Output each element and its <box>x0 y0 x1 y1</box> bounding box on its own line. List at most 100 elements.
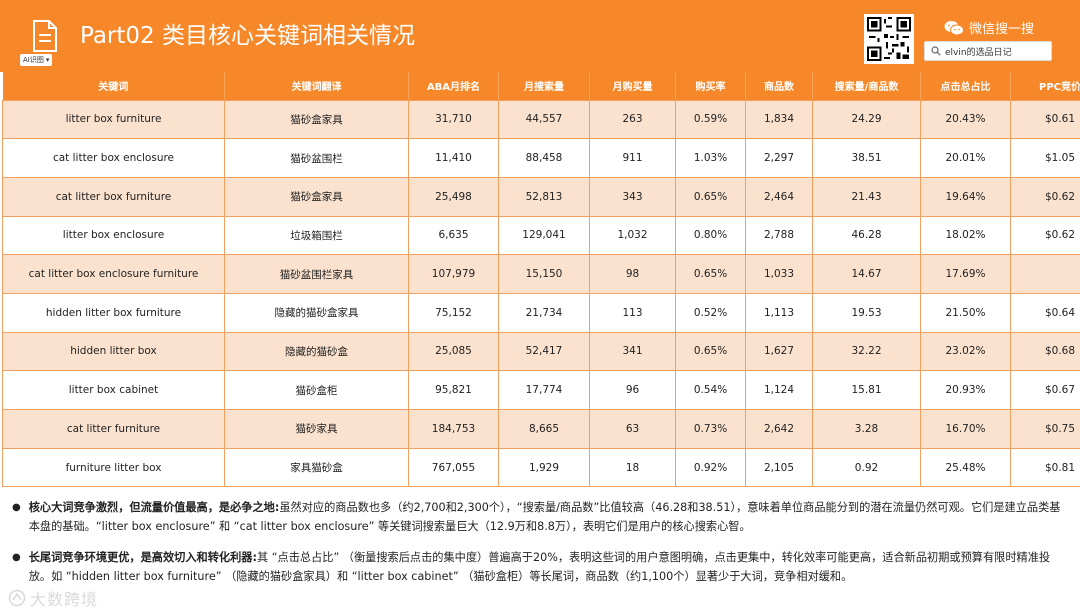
monthly-purchase-cell: 18 <box>589 447 676 488</box>
search-per-product-cell: 19.53 <box>812 292 921 333</box>
click-share-cell: 16.70% <box>920 409 1011 449</box>
monthly-purchase-cell: 96 <box>589 370 676 410</box>
ppc-bid-cell: $0.64 <box>1010 292 1080 333</box>
analysis-notes: ● 核心大词竞争激烈，但流量价值最高，是必争之地:虽然对应的商品数也多（约2,7… <box>12 498 1068 598</box>
watermark-text: 大数跨境 <box>30 590 99 609</box>
click-share-cell: 23.02% <box>920 331 1011 372</box>
monthly-purchase-cell: 98 <box>589 254 676 294</box>
purchase-rate-cell: 0.73% <box>675 409 746 449</box>
keyword-cell: cat litter box enclosure furniture <box>2 254 225 294</box>
keyword-cell: litter box cabinet <box>2 370 225 410</box>
note-heading: 核心大词竞争激烈，但流量价值最高，是必争之地: <box>28 501 280 514</box>
ppc-bid-cell: $0.62 <box>1010 215 1080 256</box>
click-share-cell: 20.93% <box>920 370 1011 410</box>
search-per-product-cell: 21.43 <box>812 176 921 217</box>
column-header: 点击总占比 <box>920 72 1011 100</box>
column-header: 搜索量/商品数 <box>812 72 921 100</box>
column-header: 商品数 <box>745 72 813 100</box>
monthly-search-cell: 21,734 <box>498 292 590 333</box>
bullet-icon: ● <box>12 552 21 563</box>
product-count-cell: 2,464 <box>745 176 813 217</box>
click-share-cell: 20.01% <box>920 138 1011 178</box>
search-input-value: elvin的选品日记 <box>945 47 1012 58</box>
table-row: cat litter box enclosure furniture 猫砂盆围栏家… <box>2 254 1080 294</box>
product-count-cell: 1,113 <box>745 292 813 333</box>
monthly-search-cell: 1,929 <box>498 447 590 488</box>
search-per-product-cell: 14.67 <box>812 254 921 294</box>
monthly-search-cell: 88,458 <box>498 138 590 178</box>
table-row: litter box enclosure 垃圾箱围栏 6,635 129,041 1,0… <box>2 215 1080 256</box>
translation-cell: 隐藏的猫砂盒 <box>224 331 409 372</box>
table-row: litter box furniture 猫砂盒家具 31,710 44,557 263… <box>2 99 1080 140</box>
monthly-search-cell: 17,774 <box>498 370 590 410</box>
ppc-bid-cell: $0.68 <box>1010 331 1080 372</box>
translation-cell: 家具猫砂盒 <box>224 447 409 488</box>
aba-rank-cell: 25,085 <box>408 331 499 372</box>
column-header: PPC竞价 <box>1010 72 1080 100</box>
note-body: 其 “点击总占比” （衡量搜索后点击的集中度）普遍高于20%，表明这些词的用户意… <box>28 551 1051 583</box>
translation-cell: 猫砂盒柜 <box>224 370 409 410</box>
note-body: 虽然对应的商品数也多（约2,700和2,300个），“搜索量/商品数”比值较高（… <box>28 501 1061 533</box>
keyword-cell: cat litter box furniture <box>2 176 225 217</box>
keyword-cell: furniture litter box <box>2 447 225 488</box>
note-heading: 长尾词竞争环境更优，是高效切入和转化利器: <box>28 551 257 564</box>
monthly-purchase-cell: 341 <box>589 331 676 372</box>
search-per-product-cell: 32.22 <box>812 331 921 372</box>
table-row: litter box cabinet 猫砂盒柜 95,821 17,774 96 0.54… <box>2 370 1080 410</box>
product-count-cell: 1,834 <box>745 99 813 140</box>
monthly-search-cell: 8,665 <box>498 409 590 449</box>
ppc-bid-cell: $0.75 <box>1010 409 1080 449</box>
aba-rank-cell: 25,498 <box>408 176 499 217</box>
click-share-cell: 25.48% <box>920 447 1011 488</box>
monthly-purchase-cell: 343 <box>589 176 676 217</box>
ppc-bid-cell: $0.62 <box>1010 176 1080 217</box>
translation-cell: 猫砂盆围栏家具 <box>224 254 409 294</box>
translation-cell: 隐藏的猫砂盒家具 <box>224 292 409 333</box>
chevron-down-icon: ▾ <box>45 56 50 64</box>
ppc-bid-cell: $0.67 <box>1010 370 1080 410</box>
purchase-rate-cell: 0.92% <box>675 447 746 488</box>
keyword-table: 关键词 关键词翻译 ABA月排名 月搜索量 月购买量 购买率 商品数 搜索量/商… <box>2 72 1080 488</box>
monthly-purchase-cell: 63 <box>589 409 676 449</box>
aba-rank-cell: 95,821 <box>408 370 499 410</box>
search-input[interactable]: elvin的选品日记 <box>924 41 1052 61</box>
search-per-product-cell: 3.28 <box>812 409 921 449</box>
note-text: 长尾词竞争环境更优，是高效切入和转化利器:其 “点击总占比” （衡量搜索后点击的… <box>29 548 1068 586</box>
purchase-rate-cell: 0.65% <box>675 176 746 217</box>
monthly-purchase-cell: 263 <box>589 99 676 140</box>
aba-rank-cell: 184,753 <box>408 409 499 449</box>
column-header: 关键词 <box>2 72 225 100</box>
purchase-rate-cell: 0.65% <box>675 254 746 294</box>
ppc-bid-cell: $0.81 <box>1010 447 1080 488</box>
purchase-rate-cell: 0.59% <box>675 99 746 140</box>
keyword-cell: cat litter box enclosure <box>2 138 225 178</box>
translation-cell: 垃圾箱围栏 <box>224 215 409 256</box>
watermark: 大数跨境 <box>8 586 98 610</box>
table-row: furniture litter box 家具猫砂盒 767,055 1,929 18 0… <box>2 447 1080 488</box>
aba-rank-cell: 107,979 <box>408 254 499 294</box>
ai-recognize-chip[interactable]: AI识图 ▾ <box>20 54 53 66</box>
click-share-cell: 21.50% <box>920 292 1011 333</box>
purchase-rate-cell: 0.54% <box>675 370 746 410</box>
wechat-icon <box>944 20 964 35</box>
aba-rank-cell: 31,710 <box>408 99 499 140</box>
monthly-search-cell: 44,557 <box>498 99 590 140</box>
product-count-cell: 1,033 <box>745 254 813 294</box>
monthly-search-cell: 129,041 <box>498 215 590 256</box>
table-row: cat litter box enclosure 猫砂盆围栏 11,410 88,45… <box>2 138 1080 178</box>
product-count-cell: 2,788 <box>745 215 813 256</box>
column-header: 月搜索量 <box>498 72 590 100</box>
keyword-cell: litter box furniture <box>2 99 225 140</box>
ppc-bid-cell: $0.61 <box>1010 99 1080 140</box>
note-item: ● 长尾词竞争环境更优，是高效切入和转化利器:其 “点击总占比” （衡量搜索后点… <box>12 548 1068 586</box>
product-count-cell: 2,105 <box>745 447 813 488</box>
product-count-cell: 2,297 <box>745 138 813 178</box>
monthly-search-cell: 52,813 <box>498 176 590 217</box>
search-per-product-cell: 24.29 <box>812 99 921 140</box>
purchase-rate-cell: 0.80% <box>675 215 746 256</box>
translation-cell: 猫砂盒家具 <box>224 176 409 217</box>
product-count-cell: 1,124 <box>745 370 813 410</box>
page-title: Part02 类目核心关键词相关情况 <box>80 23 415 49</box>
monthly-purchase-cell: 1,032 <box>589 215 676 256</box>
qr-code-icon <box>864 14 914 64</box>
